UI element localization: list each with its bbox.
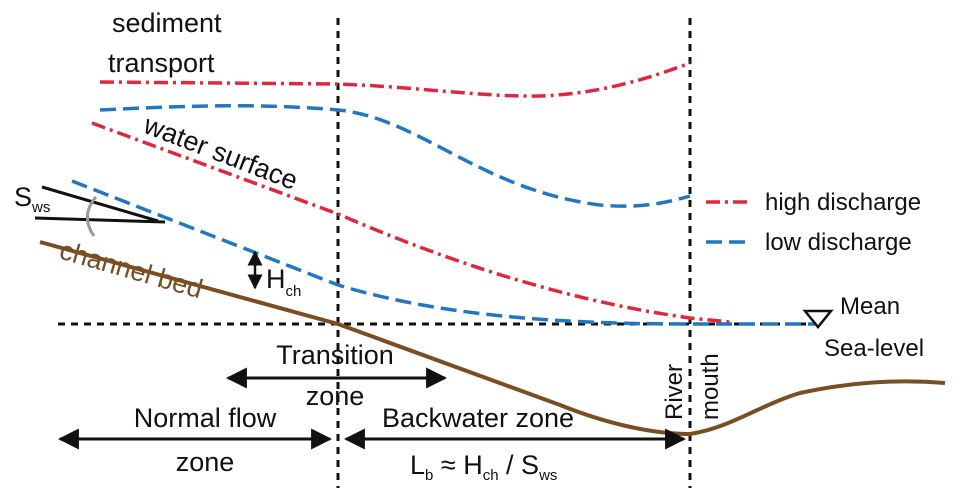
sea-level-label-line1: Mean bbox=[840, 293, 900, 320]
slope-inclined-line bbox=[41, 185, 159, 223]
legend-high-label: high discharge bbox=[765, 189, 921, 216]
legend: high discharge low discharge bbox=[706, 189, 921, 256]
transition-zone-label-line2: zone bbox=[306, 381, 365, 411]
normal-flow-zone-label-line1: Normal flow bbox=[134, 403, 277, 433]
slope-angle-arc bbox=[86, 195, 98, 237]
backwater-zone-label: Backwater zone bbox=[382, 403, 574, 433]
normal-flow-zone-label-line2: zone bbox=[176, 447, 235, 477]
sediment-transport-high-line bbox=[99, 61, 691, 98]
sea-level-label-line2: Sea-level bbox=[824, 335, 924, 362]
water-surface-label: water surface bbox=[139, 109, 302, 195]
channel-bed-profile bbox=[39, 240, 946, 437]
sediment-transport-label-line1: sediment bbox=[112, 8, 222, 38]
sediment-transport-label-line2: transport bbox=[108, 48, 215, 78]
water-surface-high-line bbox=[91, 121, 731, 324]
slope-label: Sws bbox=[14, 182, 50, 216]
backwater-length-formula: Lb ≈ Hch / Sws bbox=[410, 450, 557, 484]
legend-low-label: low discharge bbox=[765, 229, 912, 256]
water-surface-low-line bbox=[71, 179, 815, 326]
sea-level-triangle-icon bbox=[802, 309, 834, 329]
channel-bed-label: channel bed bbox=[56, 235, 206, 304]
transition-zone-label-line1: Transition bbox=[276, 340, 394, 370]
river-mouth-label-line2: mouth bbox=[697, 353, 724, 420]
river-mouth-label-line1: River bbox=[661, 364, 688, 420]
slope-reference-line bbox=[34, 216, 166, 224]
depth-label: Hch bbox=[266, 264, 301, 300]
